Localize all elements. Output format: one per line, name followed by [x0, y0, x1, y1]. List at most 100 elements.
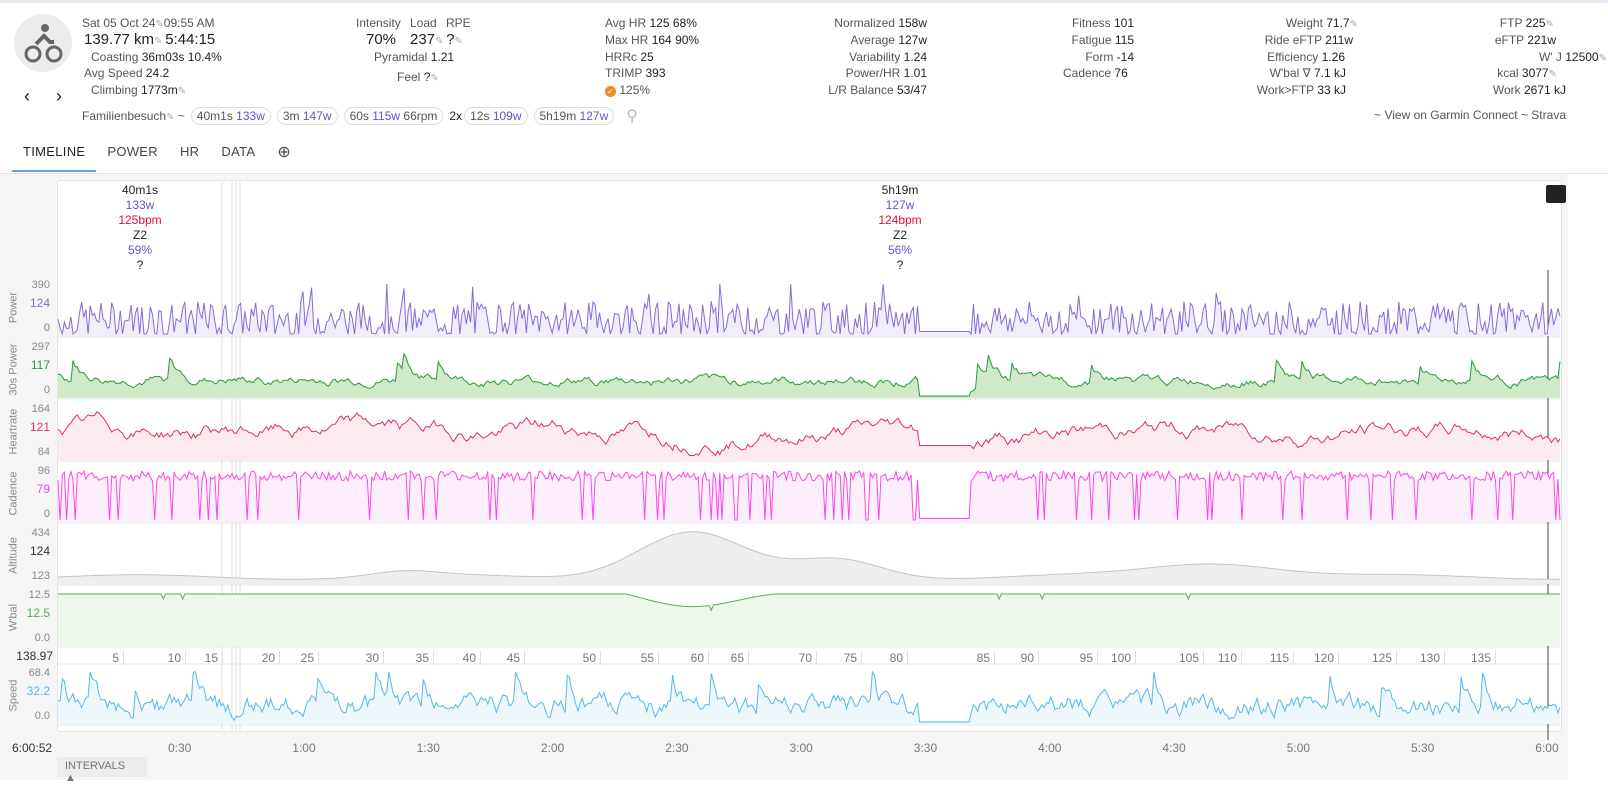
interval-chip-row: Familienbesuch✎ ~ 40m1s 133w 3m 147w 60s… — [82, 106, 638, 126]
distance-tick: 105 — [1179, 651, 1204, 665]
divider — [0, 173, 1608, 174]
lr-balance: L/R Balance 53/47 — [828, 83, 927, 97]
distance-tick: 65 — [731, 651, 749, 665]
pyramidal: Pyramidal 1.21 — [374, 50, 455, 64]
intensity-label: Intensity — [356, 16, 401, 30]
climbing[interactable]: Climbing 1773m✎ — [91, 83, 187, 97]
wbal: W'bal ∇ 7.1 kJ — [1269, 66, 1346, 80]
axis-min: 0.0 — [34, 710, 50, 722]
fatigue: Fatigue 115 — [1071, 33, 1134, 47]
interval-chip[interactable]: 12s 109w — [464, 107, 528, 125]
prev-activity-button[interactable]: ‹ — [24, 86, 30, 106]
distance-tick: 20 — [262, 651, 280, 665]
ftp[interactable]: FTP 225✎ — [1499, 16, 1554, 30]
distance-tick: 90 — [1021, 651, 1039, 665]
distance-tick: 75 — [844, 651, 862, 665]
repeat-count: 2x — [449, 109, 463, 123]
interval-summary: 40m1s 133w 125bpm Z2 59%? — [118, 183, 162, 272]
distance-total: 138.97 — [16, 649, 53, 663]
time-tick: 5:00 — [1286, 741, 1311, 755]
distance-tick: 70 — [799, 651, 817, 665]
bike-icon — [24, 24, 63, 63]
row-label: W'bal — [7, 603, 20, 632]
max-hr: Max HR 164 90% — [605, 33, 700, 47]
time-tick: 4:00 — [1038, 741, 1062, 755]
distance-tick: 80 — [890, 651, 908, 665]
external-links[interactable]: ~ View on Garmin Connect ~ Strava — [1374, 108, 1566, 122]
time-tick: 6:00 — [1535, 741, 1559, 755]
series-line — [57, 283, 1561, 336]
tab-timeline[interactable]: TIMELINE — [12, 142, 97, 172]
row-label: Heartrate — [7, 408, 20, 455]
time-tick: 3:30 — [913, 741, 938, 755]
axis-max: 68.4 — [28, 667, 50, 679]
coasting: Coasting 36m03s 10.4% — [91, 50, 222, 64]
kcal[interactable]: kcal 3077✎ — [1497, 66, 1557, 80]
series-line — [58, 593, 1560, 612]
time-tick: 1:00 — [292, 741, 316, 755]
axis-max: 96 — [37, 465, 50, 477]
row-label: Altitude — [7, 537, 20, 574]
time-total: 6:00:52 — [12, 741, 53, 755]
check-icon: ✓ — [605, 86, 616, 97]
series-area — [58, 411, 1560, 460]
hrrc: HRRc 25 — [605, 50, 654, 64]
distance-tick: 50 — [583, 651, 601, 665]
activity-name[interactable]: Familienbesuch✎ ~ — [82, 109, 185, 123]
eftp: eFTP 221w — [1494, 33, 1556, 47]
efficiency: Efficiency 1.26 — [1267, 50, 1345, 64]
distance-tick: 135 — [1471, 651, 1496, 665]
row-label: Power — [7, 291, 20, 324]
tab-bar: TIMELINE POWER HR DATA ⊕ — [12, 142, 302, 172]
tab-data[interactable]: DATA — [221, 144, 256, 159]
interval-chip[interactable]: 5h19m 127w — [533, 107, 615, 125]
series-line — [57, 531, 1560, 580]
series-line — [57, 469, 1561, 521]
distance-tick: 55 — [641, 651, 659, 665]
normalized: Normalized 158w — [834, 16, 927, 30]
distance-duration[interactable]: 139.77 km✎ 5:44:15 — [84, 31, 216, 48]
weight[interactable]: Weight 71.7✎ — [1285, 16, 1358, 30]
axis-mid: 121 — [29, 420, 50, 434]
axis-mid: 79 — [36, 482, 50, 496]
check-pct: ✓ 125% — [605, 83, 650, 97]
distance-tick: 5 — [112, 651, 124, 665]
series-area — [58, 594, 1560, 646]
load-value[interactable]: 237✎ ?✎ — [410, 31, 463, 48]
add-tab-icon[interactable]: ⊕ — [277, 144, 292, 161]
interval-summary: 5h19m 127w 124bpm Z2 56%? — [878, 183, 922, 272]
w-prime[interactable]: W' J 12500✎ — [1538, 50, 1607, 64]
search-icon[interactable]: ⚲ — [626, 108, 638, 125]
distance-tick: 125 — [1372, 651, 1397, 665]
distance-tick: 130 — [1420, 651, 1445, 665]
series-line — [57, 352, 1561, 397]
axis-mid: 124 — [29, 296, 50, 310]
distance-tick: 100 — [1111, 651, 1136, 665]
intervals-toggle-button[interactable]: INTERVALS ▲ — [57, 757, 147, 784]
variability: Variability 1.24 — [849, 50, 927, 64]
time-tick: 1:30 — [416, 741, 440, 755]
distance-tick: 95 — [1080, 651, 1098, 665]
top-bar — [0, 0, 1608, 3]
row-label: 30s Power — [7, 343, 20, 396]
distance-tick: 120 — [1314, 651, 1339, 665]
next-activity-button[interactable]: › — [56, 86, 62, 106]
intensity-value: 70% — [366, 31, 397, 48]
form: Form -14 — [1085, 50, 1134, 64]
distance-tick: 25 — [301, 651, 319, 665]
axis-min: 0 — [43, 322, 50, 334]
feel-field[interactable]: Feel ?✎ — [397, 70, 439, 84]
tab-power[interactable]: POWER — [107, 144, 158, 159]
axis-mid: 12.5 — [26, 606, 50, 620]
interval-chip[interactable]: 3m 147w — [276, 107, 338, 125]
series-area — [58, 531, 1560, 584]
comment-icon[interactable] — [1546, 185, 1566, 203]
time-tick: 0:30 — [168, 741, 192, 755]
interval-chip[interactable]: 40m1s 133w — [190, 107, 271, 125]
axis-max: 164 — [31, 403, 50, 415]
tab-hr[interactable]: HR — [179, 144, 200, 159]
series-area — [58, 353, 1560, 398]
ride-eftp: Ride eFTP 211w — [1264, 33, 1353, 47]
interval-chip[interactable]: 60s 115w 66rpm — [343, 107, 444, 125]
